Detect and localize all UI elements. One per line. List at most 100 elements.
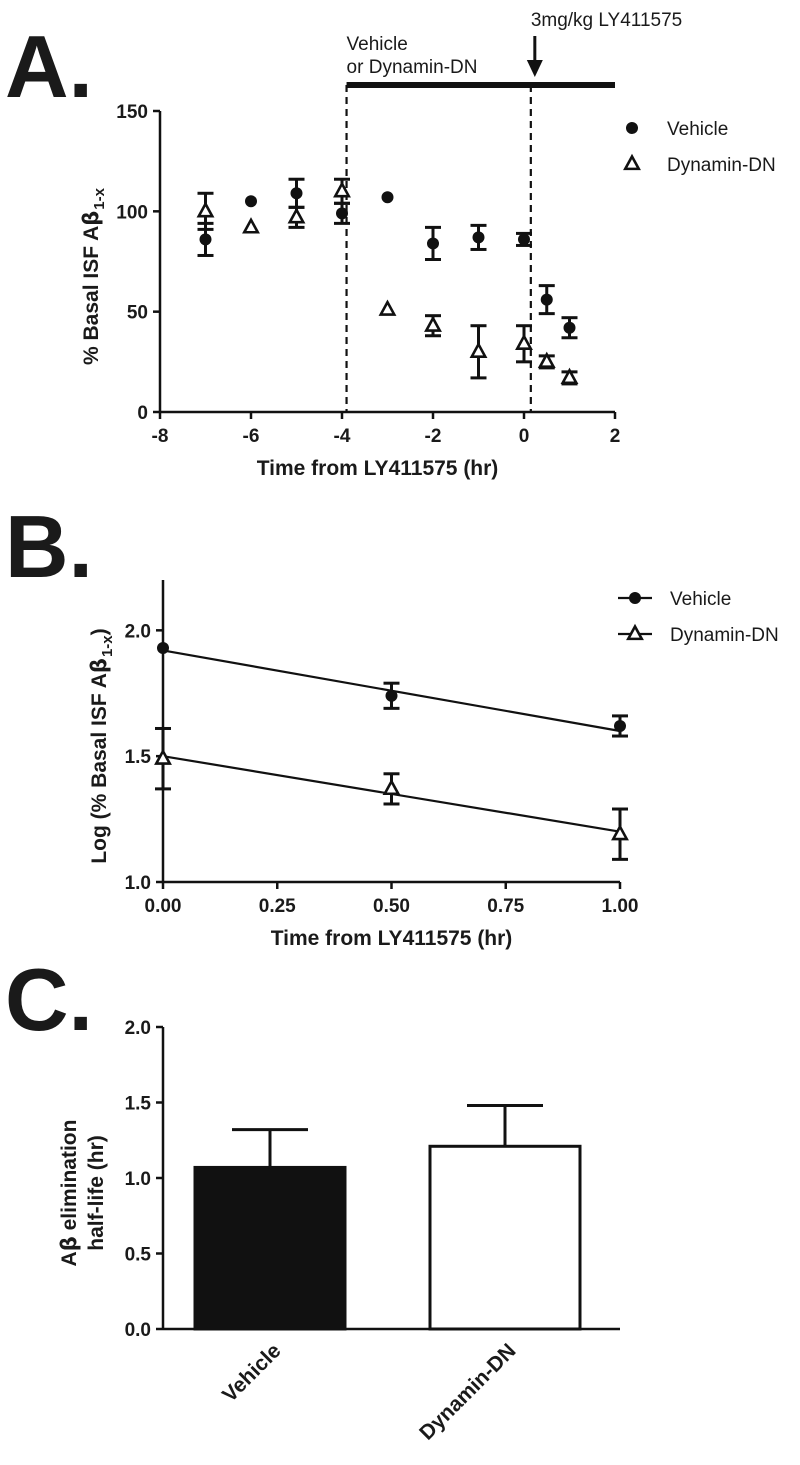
panel-a-y-title-sub: 1-x: [91, 187, 108, 209]
panel-b-legend-marker-vehicle: [629, 592, 641, 604]
panel-b-point-dynamin: [154, 748, 172, 765]
panel-b-x-tick-label: 1.00: [602, 896, 639, 917]
panel-b-x-axis-title: Time from LY411575 (hr): [271, 927, 513, 950]
panel-a-point-dynamin: [196, 201, 215, 218]
panel-b-axes: [161, 580, 620, 884]
panel-a-point-vehicle: [336, 207, 348, 220]
panel-c-y-axis-title-line2: half-life (hr): [85, 1135, 108, 1251]
panel-a-x-tick-label: -2: [425, 426, 442, 447]
panel-c-bars: [193, 1104, 582, 1331]
panel-c-bar-vehicle: [193, 1165, 347, 1331]
panel-a-point-dynamin: [287, 207, 306, 224]
panel-a-y-tick-label: 150: [116, 102, 148, 123]
panel-a-ticks: -8 -6 -4 -2 0 2 0 50 100 150: [116, 102, 620, 447]
panel-b-point-vehicle: [157, 641, 169, 654]
panel-b-x-tick-label: 0.50: [373, 896, 410, 917]
panel-b-y-title-close: ): [88, 628, 111, 635]
panel-a-x-tick-label: -6: [243, 426, 260, 447]
panel-a-x-tick-label: -4: [334, 426, 351, 447]
panel-b-x-tick-label: 0.75: [487, 896, 524, 917]
panel-a-point-dynamin: [333, 181, 351, 198]
panel-c: C. 0.0 0.5 1.0 1.5 2.0 Vehicle Dynamin-DN Aβ …: [5, 950, 620, 1445]
panel-b-y-axis-title: Log (% Basal ISF Aβ1-x): [87, 628, 116, 863]
panel-a-point-dynamin: [424, 315, 442, 332]
panel-a-points: [196, 177, 579, 386]
panel-b-y-title-greek: β: [87, 658, 111, 673]
panel-a-y-title-greek: β: [79, 211, 103, 226]
panel-a-point-vehicle: [563, 321, 576, 334]
panel-a-legend: Vehicle Dynamin-DN: [623, 119, 776, 176]
panel-a-point-vehicle: [518, 233, 530, 246]
panel-b-legend: Vehicle Dynamin-DN: [618, 589, 779, 646]
panel-a-legend-label-vehicle: Vehicle: [667, 119, 728, 140]
panel-b-point-vehicle: [614, 719, 626, 732]
panel-a-annotation: Vehicle or Dynamin-DN 3mg/kg LY411575: [346, 10, 682, 88]
panel-a-point-vehicle: [472, 231, 485, 244]
panel-b-point-vehicle: [385, 689, 398, 702]
panel-a-point-dynamin: [515, 333, 533, 350]
panel-a-dashed-lines: [345, 85, 532, 412]
panel-a-y-title-main: % Basal ISF A: [80, 226, 103, 365]
panel-b-legend-label-vehicle: Vehicle: [670, 589, 731, 610]
panel-b-y-tick-label: 2.0: [125, 621, 151, 642]
panel-a-axes: [158, 111, 615, 414]
panel-b-y-tick-label: 1.0: [125, 873, 151, 894]
panel-a-point-dynamin: [537, 351, 556, 369]
panel-a-point-vehicle: [245, 195, 257, 208]
panel-c-y-axis-title-line1: Aβ elimination: [57, 1120, 81, 1267]
panel-c-category-labels: Vehicle Dynamin-DN: [218, 1339, 520, 1444]
panel-a-x-tick-label: 2: [610, 426, 621, 447]
panel-b-x-tick-label: 0.25: [259, 896, 296, 917]
panel-a-y-tick-label: 100: [116, 202, 148, 223]
panel-c-letter: C.: [5, 950, 93, 1049]
panel-b-y-title-sub: 1-x: [99, 635, 116, 657]
panel-b-letter: B.: [5, 497, 93, 596]
panel-a-y-axis-title: % Basal ISF Aβ 1-x: [79, 187, 108, 365]
panel-c-y-tick-label: 1.5: [125, 1094, 152, 1115]
panel-b-point-dynamin: [382, 778, 401, 796]
panel-b-legend-marker-dynamin: [626, 623, 644, 641]
panel-a-point-dynamin: [469, 341, 488, 358]
panel-b-points: [154, 641, 629, 861]
panel-c-y-tick-label: 0.0: [125, 1320, 151, 1341]
treatment-label-line1: Vehicle: [347, 34, 408, 55]
panel-b-point-dynamin: [611, 823, 629, 841]
panel-b-x-tick-label: 0.00: [145, 896, 182, 917]
panel-a-point-vehicle: [381, 191, 394, 204]
panel-a-point-vehicle: [290, 187, 303, 200]
panel-a-y-tick-label: 0: [137, 403, 148, 424]
panel-a-letter: A.: [5, 17, 93, 116]
treatment-label-line2: or Dynamin-DN: [347, 57, 478, 78]
panel-a-point-dynamin: [560, 367, 579, 385]
dose-arrow-head: [526, 60, 543, 77]
panel-c-bar-dynamin: [428, 1144, 582, 1331]
panel-b-y-title-main: Log (% Basal ISF A: [88, 673, 111, 864]
panel-a-legend-marker-vehicle: [626, 122, 638, 134]
panel-a-point-vehicle: [199, 233, 212, 246]
panel-b-ticks: 0.00 0.25 0.50 0.75 1.00 1.0 1.5 2.0: [125, 621, 639, 917]
panel-a-point-dynamin: [378, 299, 397, 316]
panel-a-y-tick-label: 50: [127, 303, 148, 324]
panel-c-category-label-vehicle: Vehicle: [218, 1339, 285, 1406]
panel-a-x-tick-label: -8: [152, 426, 169, 447]
dose-arrow-label: 3mg/kg LY411575: [531, 10, 682, 31]
panel-a-legend-label-dynamin: Dynamin-DN: [667, 155, 776, 176]
panel-c-category-label-dynamin: Dynamin-DN: [415, 1339, 520, 1444]
panel-c-y-title-rest: elimination: [58, 1120, 81, 1237]
panel-b-legend-label-dynamin: Dynamin-DN: [670, 625, 779, 646]
panel-b-y-tick-label: 1.5: [125, 747, 152, 768]
panel-b: B. 0.00 0.25 0.50 0.75 1.00 1.0 1.5 2.0 Time fr…: [5, 497, 779, 950]
panel-a-point-vehicle: [427, 237, 439, 250]
panel-a: A. -8 -6 -4 -2 0 2 0 50 100 150 Vehicle or Dynami…: [5, 10, 776, 480]
panel-c-y-title-prefix: A: [58, 1251, 81, 1266]
panel-c-y-tick-label: 0.5: [125, 1245, 152, 1266]
panel-a-point-vehicle: [540, 293, 553, 306]
panel-a-x-tick-label: 0: [519, 426, 530, 447]
panel-a-point-dynamin: [242, 217, 260, 234]
panel-c-ticks: 0.0 0.5 1.0 1.5 2.0: [125, 1018, 163, 1341]
panel-c-y-tick-label: 2.0: [125, 1018, 151, 1039]
panel-a-x-axis-title: Time from LY411575 (hr): [257, 457, 499, 480]
panel-c-y-tick-label: 1.0: [125, 1169, 151, 1190]
panel-c-y-title-greek: β: [57, 1236, 81, 1251]
